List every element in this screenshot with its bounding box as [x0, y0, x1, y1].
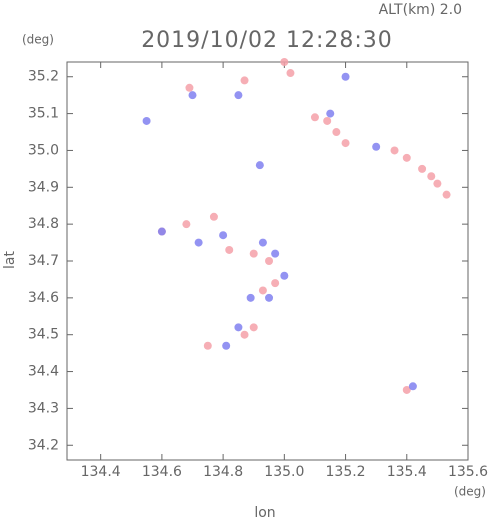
echo-point [157, 227, 166, 236]
echo-point [240, 330, 249, 339]
x-axis-label: lon [254, 505, 275, 521]
echo-point [234, 91, 243, 100]
x-tick-label: 134.6 [142, 464, 182, 480]
echo-point [310, 113, 319, 122]
echo-point [203, 341, 212, 350]
y-axis-label: lat [2, 251, 18, 269]
echo-point [194, 238, 203, 247]
echo-point [225, 245, 234, 254]
echo-point [222, 341, 231, 350]
echo-point [265, 293, 274, 302]
x-tick-label: 135.4 [387, 464, 427, 480]
echo-point [341, 72, 350, 81]
echo-point [402, 153, 411, 162]
x-unit: (deg) [454, 485, 486, 499]
echo-point [142, 116, 151, 125]
y-tick-label: 34.2 [28, 437, 59, 453]
chart-title: 2019/10/02 12:28:30 [141, 28, 393, 53]
echo-point [390, 146, 399, 155]
echo-point [280, 271, 289, 280]
echo-point [427, 172, 436, 181]
y-tick-label: 34.3 [28, 400, 59, 416]
y-tick-label: 34.7 [28, 253, 59, 269]
echo-point [246, 293, 255, 302]
echo-point [402, 385, 411, 394]
echo-point [249, 249, 258, 258]
echo-point [219, 231, 228, 240]
x-tick-label: 134.8 [203, 464, 243, 480]
y-tick-label: 34.4 [28, 364, 59, 380]
echo-point [258, 238, 267, 247]
echo-point [265, 257, 274, 265]
echo-point [433, 179, 442, 188]
x-tick-label: 135.0 [264, 464, 304, 480]
y-tick-label: 35.2 [28, 69, 59, 85]
echo-point [408, 382, 417, 391]
y-tick-label: 34.9 [28, 179, 59, 195]
echo-point [323, 116, 332, 125]
echo-point [209, 212, 218, 221]
echo-point [249, 323, 258, 332]
echo-point [240, 76, 249, 85]
echo-point [326, 109, 335, 118]
echo-point [341, 139, 350, 148]
echo-point [258, 286, 267, 295]
y-tick-label: 35.0 [28, 142, 59, 158]
echo-point [182, 220, 191, 229]
y-tick-label: 34.6 [28, 290, 59, 306]
echo-point [185, 83, 194, 92]
x-tick-label: 135.6 [448, 464, 488, 480]
echo-point [332, 128, 341, 137]
echo-point [188, 91, 197, 100]
echo-point [280, 58, 289, 66]
y-tick-label: 35.1 [28, 106, 59, 122]
echo-point [372, 142, 381, 151]
echo-point [442, 190, 451, 199]
echo-point [286, 69, 295, 78]
echo-point [271, 279, 280, 288]
y-tick-label: 34.5 [28, 327, 59, 343]
echo-point [271, 249, 280, 258]
x-tick-label: 134.4 [81, 464, 121, 480]
subtitle: ALT(km) 2.0 [379, 2, 462, 18]
echo-point [418, 164, 427, 173]
echo-point [255, 161, 264, 170]
y-unit: (deg) [22, 33, 54, 47]
x-tick-label: 135.2 [326, 464, 366, 480]
y-tick-label: 34.8 [28, 216, 59, 232]
echo-point [234, 323, 243, 332]
